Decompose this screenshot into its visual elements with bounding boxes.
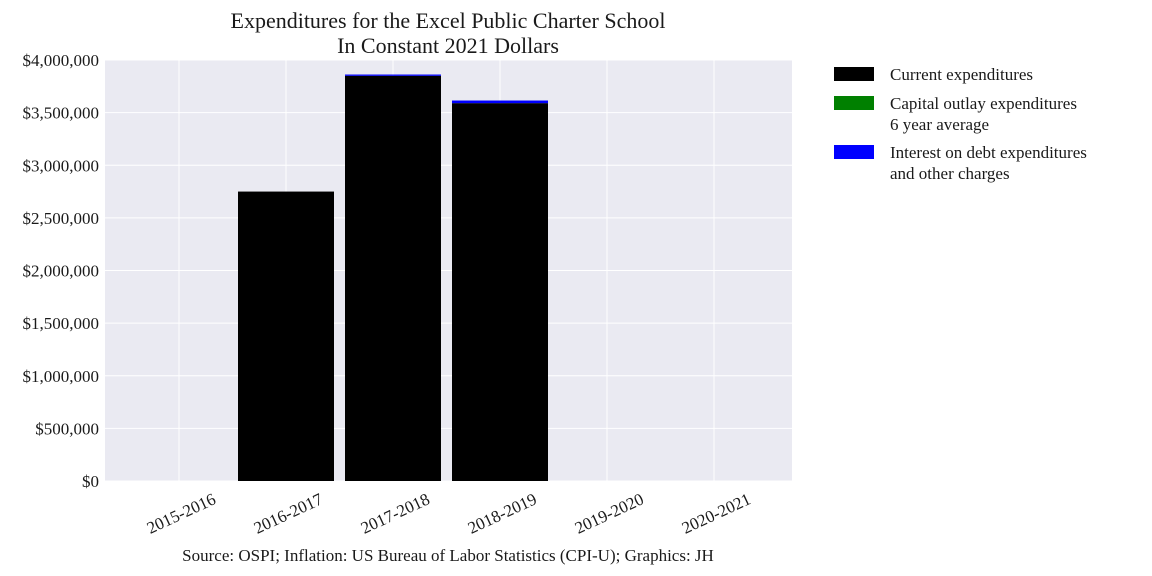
y-tick-label: $1,500,000 bbox=[23, 314, 100, 333]
bar-series-0 bbox=[345, 75, 441, 481]
bars bbox=[238, 74, 548, 481]
bar-series-2 bbox=[345, 74, 441, 76]
y-tick-label: $0 bbox=[82, 472, 99, 491]
chart-title-line-2: In Constant 2021 Dollars bbox=[337, 33, 559, 58]
x-tick-label: 2015-2016 bbox=[144, 489, 219, 537]
y-tick-label: $3,500,000 bbox=[23, 104, 100, 123]
legend: Current expenditures Capital outlay expen… bbox=[834, 65, 1087, 183]
y-tick-label: $1,000,000 bbox=[23, 367, 100, 386]
y-tick-label: $2,500,000 bbox=[23, 209, 100, 228]
legend-swatch bbox=[834, 67, 874, 81]
y-tick-label: $2,000,000 bbox=[23, 262, 100, 281]
x-tick-label: 2016-2017 bbox=[251, 489, 326, 538]
legend-label: Capital outlay expenditures 6 year averag… bbox=[890, 94, 1077, 134]
bar-series-0 bbox=[238, 191, 334, 481]
legend-label: Current expenditures bbox=[890, 65, 1033, 84]
chart-title: Expenditures for the Excel Public Charte… bbox=[231, 8, 666, 58]
source-caption: Source: OSPI; Inflation: US Bureau of La… bbox=[182, 546, 714, 565]
y-tick-label: $4,000,000 bbox=[23, 51, 100, 70]
x-tick-label: 2018-2019 bbox=[465, 489, 540, 537]
y-axis-tick-labels: $0 $500,000 $1,000,000 $1,500,000 $2,000,000… bbox=[23, 51, 100, 491]
bar-series-0 bbox=[452, 103, 548, 481]
x-tick-label: 2017-2018 bbox=[358, 489, 433, 537]
legend-label: Interest on debt expenditures and other c… bbox=[890, 143, 1087, 183]
legend-swatch bbox=[834, 96, 874, 110]
chart-title-line-1: Expenditures for the Excel Public Charte… bbox=[231, 8, 666, 33]
y-tick-label: $500,000 bbox=[35, 419, 99, 438]
x-axis-tick-labels: 2015-2016 2016-2017 2017-2018 2018-2019 2019… bbox=[144, 489, 754, 538]
legend-swatch bbox=[834, 145, 874, 159]
x-tick-label: 2019-2020 bbox=[572, 489, 647, 537]
bar-series-2 bbox=[452, 100, 548, 104]
x-tick-label: 2020-2021 bbox=[679, 489, 754, 537]
y-tick-label: $3,000,000 bbox=[23, 156, 100, 175]
